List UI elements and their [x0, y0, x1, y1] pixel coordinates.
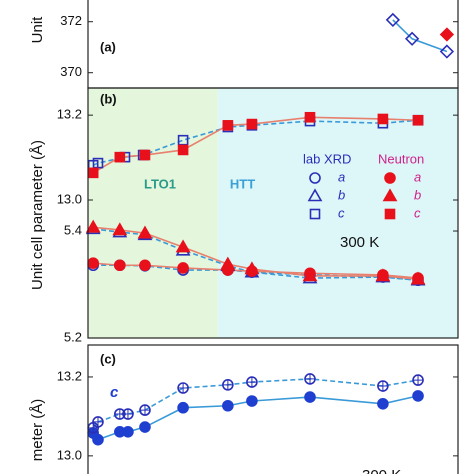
marker [220, 256, 236, 270]
marker [87, 167, 99, 179]
footer-label: 300 K [362, 467, 401, 474]
panel-a-frame [87, 0, 459, 89]
y-tick-label: 370 [60, 64, 82, 79]
marker [404, 31, 420, 46]
marker [122, 425, 134, 438]
marker [439, 27, 455, 42]
region-label: HTT [230, 176, 255, 191]
marker [139, 421, 151, 433]
legend-label: c [338, 205, 345, 220]
region-label: LTO1 [144, 176, 176, 191]
marker [439, 44, 455, 59]
marker-cross [222, 379, 233, 390]
panel-label: (a) [100, 39, 116, 54]
marker [222, 399, 234, 412]
fit-line [92, 119, 419, 166]
legend-label: a [414, 169, 421, 184]
marker [139, 259, 151, 272]
y-axis-label: meter (Å) [29, 399, 46, 462]
y-tick-label: 5.2 [64, 329, 82, 344]
y-tick-label: 13.0 [57, 447, 82, 462]
marker [302, 268, 318, 282]
y-axis-label: Unit cell parameter (Å) [29, 140, 46, 290]
legend-title: lab XRD [303, 151, 351, 166]
marker [377, 397, 389, 410]
marker-cross [139, 405, 150, 416]
legend-marker [309, 172, 321, 184]
plot-layer: 370 372 (a) Unit LTO1 HTT 13.0 13.2 (b) Unit cell… [29, 12, 458, 474]
y-axis-label: Unit [29, 16, 46, 44]
region [88, 88, 218, 338]
region [217, 88, 458, 338]
legend-marker [309, 208, 321, 220]
marker [244, 261, 260, 275]
marker [175, 239, 191, 253]
marker [246, 118, 258, 130]
marker [410, 271, 426, 285]
marker [112, 222, 128, 236]
marker [304, 111, 316, 123]
marker [137, 225, 153, 239]
marker [177, 262, 189, 274]
panel-c-frame [87, 344, 459, 474]
marker [375, 268, 391, 282]
marker [246, 395, 258, 407]
legend-marker [382, 188, 398, 202]
y-tick-label: 13.2 [57, 107, 82, 122]
panel-b-frame [87, 87, 459, 339]
legend-marker [384, 208, 396, 220]
y-tick-label: 5.4 [64, 222, 82, 237]
marker-cross [92, 416, 103, 427]
marker [114, 151, 126, 163]
marker [177, 401, 189, 414]
marker [87, 257, 99, 269]
legend-label: b [338, 187, 345, 202]
panel-label: (c) [100, 351, 116, 366]
marker [85, 219, 101, 233]
marker [222, 120, 234, 131]
legend-marker [307, 188, 323, 202]
marker [177, 144, 189, 156]
legend-label: a [338, 169, 345, 184]
legend-label: c [414, 205, 421, 220]
y-tick-label: 13.2 [57, 368, 82, 383]
marker [412, 390, 424, 402]
marker [412, 114, 424, 126]
marker [304, 391, 316, 403]
annotation: 300 K [340, 234, 379, 251]
y-tick-label: 13.0 [57, 191, 82, 206]
legend-label: b [414, 187, 421, 202]
annotation: c [110, 384, 119, 401]
legend-title: Neutron [378, 151, 424, 166]
marker [377, 113, 389, 125]
marker [114, 259, 126, 272]
marker-cross [305, 373, 315, 384]
fit-line [392, 19, 448, 53]
marker-cross [413, 375, 424, 386]
panel-label: (b) [100, 91, 117, 106]
legend-marker [384, 172, 396, 184]
backgrounds [88, 88, 458, 338]
marker-cross [246, 377, 257, 388]
marker-cross [178, 383, 189, 393]
marker [385, 12, 401, 28]
marker-cross [377, 381, 388, 392]
marker-cross [122, 409, 133, 420]
marker [92, 433, 104, 446]
y-tick-label: 372 [60, 13, 82, 28]
marker [139, 149, 151, 161]
